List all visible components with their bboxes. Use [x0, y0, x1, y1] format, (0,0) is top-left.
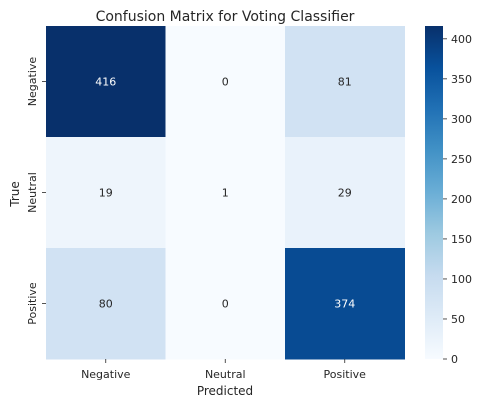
cell-value-label: 19: [99, 187, 113, 200]
colorbar: 0 50 100 150 200 250 300 350 400: [425, 26, 472, 366]
cell-value-label: 80: [99, 298, 113, 311]
heatmap-cell: [46, 26, 166, 138]
y-tick-labels: Negative Neutral Positive: [26, 57, 46, 325]
chart-title: Confusion Matrix for Voting Classifier: [96, 9, 355, 25]
colorbar-tick-label: 350: [451, 73, 472, 86]
x-tick-label: Negative: [81, 368, 131, 381]
cell-value-label: 29: [338, 187, 352, 200]
y-tick-label: Neutral: [26, 172, 39, 213]
x-tick-label: Neutral: [205, 368, 246, 381]
colorbar-ticks: 0 50 100 150 200 250 300 350 400: [443, 33, 472, 366]
heatmap-cell: [165, 137, 286, 249]
colorbar-tick-label: 400: [451, 33, 472, 46]
cell-value-label: 1: [222, 187, 229, 200]
cell-value-label: 0: [222, 76, 229, 89]
colorbar-tick-label: 150: [451, 233, 472, 246]
colorbar-tick-label: 100: [451, 273, 472, 286]
colorbar-tick-label: 250: [451, 153, 472, 166]
heatmap-cell: [46, 248, 166, 360]
x-axis-label: Predicted: [197, 384, 253, 398]
heatmap-cell: [285, 26, 405, 138]
colorbar-tick-label: 300: [451, 113, 472, 126]
colorbar-tick-label: 0: [451, 353, 458, 366]
heatmap-cell: [165, 248, 286, 360]
colorbar-tick-label: 50: [451, 313, 465, 326]
cell-value-label: 81: [338, 76, 352, 89]
x-tick-labels: Negative Neutral Positive: [81, 359, 366, 381]
cell-value-label: 374: [334, 298, 355, 311]
heatmap-cell: [46, 137, 166, 249]
colorbar-tick-label: 200: [451, 193, 472, 206]
colorbar-gradient: [425, 26, 443, 359]
cell-value-label: 0: [222, 298, 229, 311]
heatmap-cell: [165, 26, 286, 138]
y-axis-label: True: [8, 181, 22, 208]
x-tick-label: Positive: [324, 368, 367, 381]
cell-value-label: 416: [95, 76, 116, 89]
y-tick-label: Negative: [26, 57, 39, 107]
y-tick-label: Positive: [26, 282, 39, 325]
heatmap-cells: 416 0 81 19 1 29 80 0 374: [46, 26, 405, 360]
heatmap-cell: [285, 248, 405, 360]
heatmap-cell: [285, 137, 405, 249]
